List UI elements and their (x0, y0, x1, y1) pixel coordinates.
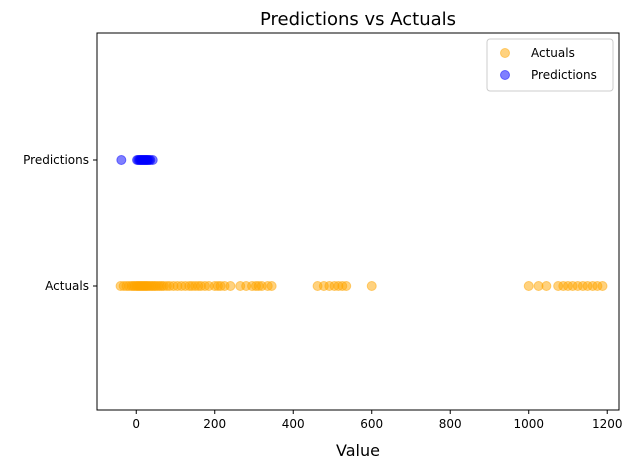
data-point-actuals (341, 281, 352, 291)
data-point-actuals (523, 281, 534, 291)
x-tick-label: 400 (282, 417, 305, 431)
x-tick-label: 1000 (513, 417, 544, 431)
data-point-actuals (366, 281, 377, 291)
data-point-predictions (116, 155, 127, 165)
y-tick-label: Actuals (45, 279, 89, 293)
data-point-actuals (597, 281, 608, 291)
plot-marks (115, 155, 608, 291)
chart-title: Predictions vs Actuals (260, 9, 456, 30)
x-axis-label: Value (336, 441, 380, 460)
legend-label: Actuals (531, 46, 575, 60)
x-tick-label: 600 (360, 417, 383, 431)
legend-marker (500, 70, 510, 80)
data-point-actuals (541, 281, 552, 291)
legend-label: Predictions (531, 68, 597, 82)
x-tick-label: 1200 (592, 417, 623, 431)
x-tick-label: 200 (203, 417, 226, 431)
data-point-actuals (266, 281, 277, 291)
x-axis: 0 200 400 600 800 1000 1200 (132, 410, 622, 431)
y-axis: Actuals Predictions (23, 153, 97, 293)
legend-box (486, 38, 614, 92)
data-point-actuals (225, 281, 236, 291)
data-point-predictions (147, 155, 158, 165)
y-tick-label: Predictions (23, 153, 89, 167)
x-tick-label: 0 (132, 417, 140, 431)
plot-frame (96, 32, 620, 411)
x-tick-label: 800 (439, 417, 462, 431)
legend: Actuals Predictions (486, 38, 614, 92)
legend-marker (500, 48, 510, 58)
